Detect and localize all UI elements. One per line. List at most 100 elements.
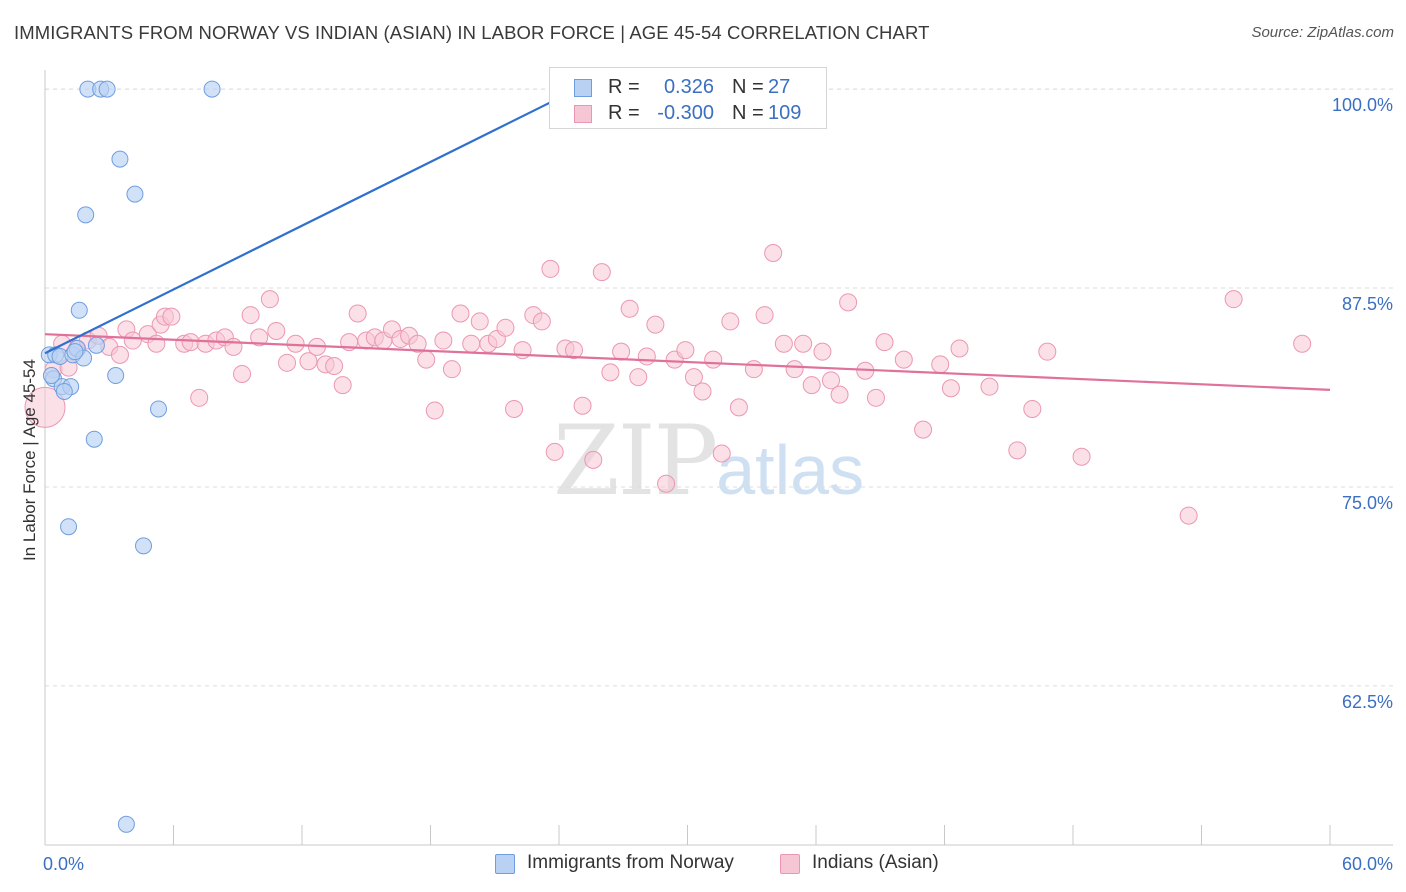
indian-asian-point xyxy=(224,337,243,356)
legend-label: Indians (Asian) xyxy=(812,852,939,873)
indian-asian-point xyxy=(1179,506,1198,525)
norway-point xyxy=(66,343,84,361)
watermark-atlas: atlas xyxy=(716,431,865,509)
indian-asian-point xyxy=(676,341,695,360)
y-axis-label: In Labor Force | Age 45-54 xyxy=(20,359,39,561)
indian-asian-point xyxy=(1008,441,1027,460)
indian-asian-point xyxy=(1072,447,1091,466)
norway-swatch xyxy=(574,79,592,97)
indian-asian-point xyxy=(629,368,648,387)
norway-point xyxy=(126,185,144,203)
indian-asian-point xyxy=(813,342,832,361)
indian-asian-point xyxy=(875,333,894,352)
norway-point xyxy=(107,367,125,385)
x-tick-label: 0.0% xyxy=(43,854,84,874)
indian-asian-point xyxy=(839,293,858,312)
indian-asian-point xyxy=(794,334,813,353)
indian-asian-point xyxy=(712,444,731,463)
indian-asian-point xyxy=(505,399,524,418)
indian-asian-point xyxy=(693,382,712,401)
indian-asian-point xyxy=(541,259,560,278)
indian-asian-point xyxy=(1038,342,1057,361)
indian-asian-point xyxy=(866,388,885,407)
indian-asian-trendline xyxy=(44,333,1331,391)
indian-asian-point xyxy=(744,360,763,379)
indian-swatch xyxy=(780,854,800,874)
indian-asian-point xyxy=(755,306,774,325)
indian-asian-point xyxy=(894,350,913,369)
indian-asian-point xyxy=(657,474,676,493)
indian-asian-point xyxy=(496,318,515,337)
stats-legend-row-norway: R = 0.326 N = 27 xyxy=(550,76,826,102)
indian-asian-point xyxy=(190,388,209,407)
indian-asian-point xyxy=(181,333,200,352)
indian-swatch xyxy=(574,105,592,123)
r-label: R = xyxy=(608,102,640,124)
indian-asian-point xyxy=(704,350,723,369)
indian-asian-point xyxy=(564,341,583,360)
indian-asian-point xyxy=(1224,290,1243,309)
indian-asian-point xyxy=(584,450,603,469)
indian-asian-point xyxy=(950,339,969,358)
watermark-zip: ZIP xyxy=(553,405,718,517)
indian-asian-point xyxy=(721,312,740,331)
source-credit: Source: ZipAtlas.com xyxy=(1251,24,1394,41)
indian-asian-point xyxy=(260,290,279,309)
indian-asian-point xyxy=(764,244,783,263)
indian-asian-point xyxy=(299,352,318,371)
y-tick-label: 100.0% xyxy=(1332,95,1393,115)
indian-asian-point xyxy=(931,355,950,374)
indian-asian-point xyxy=(729,398,748,417)
n-value: 27 xyxy=(768,76,791,98)
indian-asian-point xyxy=(785,360,804,379)
indian-asian-point xyxy=(1293,334,1312,353)
stats-legend-row-indian: R = -0.300 N = 109 xyxy=(550,102,826,128)
indian-asian-point xyxy=(325,356,344,375)
indian-asian-point xyxy=(802,376,821,395)
n-label: N = xyxy=(732,102,764,124)
indian-asian-point xyxy=(442,360,461,379)
norway-point xyxy=(150,400,168,418)
r-value: -0.300 xyxy=(657,102,714,124)
indian-asian-point xyxy=(123,331,142,350)
indian-asian-point xyxy=(451,304,470,323)
indian-asian-point xyxy=(110,345,129,364)
norway-point xyxy=(60,518,78,536)
indian-asian-point xyxy=(348,304,367,323)
norway-point xyxy=(77,206,95,224)
indian-asian-point xyxy=(162,307,181,326)
stats-legend: R = 0.326 N = 27 R = -0.300 N = 109 xyxy=(549,67,827,129)
indian-asian-point xyxy=(941,379,960,398)
indian-asian-point xyxy=(24,386,66,428)
y-tick-label: 75.0% xyxy=(1342,493,1393,513)
y-tick-label: 87.5% xyxy=(1342,294,1393,314)
indian-asian-point xyxy=(646,315,665,334)
indian-asian-point xyxy=(408,334,427,353)
indian-asian-point xyxy=(470,312,489,331)
norway-point xyxy=(111,150,129,168)
norway-swatch xyxy=(495,854,515,874)
norway-point xyxy=(203,80,221,98)
indian-asian-point xyxy=(462,334,481,353)
indian-asian-point xyxy=(830,385,849,404)
indian-asian-point xyxy=(241,306,260,325)
norway-point xyxy=(135,537,153,555)
indian-asian-point xyxy=(417,350,436,369)
chart-title: IMMIGRANTS FROM NORWAY VS INDIAN (ASIAN)… xyxy=(14,22,930,43)
norway-point xyxy=(87,336,105,354)
indian-asian-point xyxy=(914,420,933,439)
indian-asian-point xyxy=(601,363,620,382)
indian-asian-point xyxy=(573,396,592,415)
legend-label: Immigrants from Norway xyxy=(527,852,734,873)
r-label: R = xyxy=(608,76,640,98)
indian-asian-point xyxy=(250,328,269,347)
watermark: ZIPatlas xyxy=(553,405,864,517)
indian-asian-point xyxy=(1023,399,1042,418)
indian-asian-point xyxy=(532,312,551,331)
norway-point xyxy=(98,80,116,98)
norway-point xyxy=(42,367,60,385)
indian-asian-point xyxy=(592,263,611,282)
norway-point xyxy=(85,430,103,448)
y-tick-label: 62.5% xyxy=(1342,692,1393,712)
